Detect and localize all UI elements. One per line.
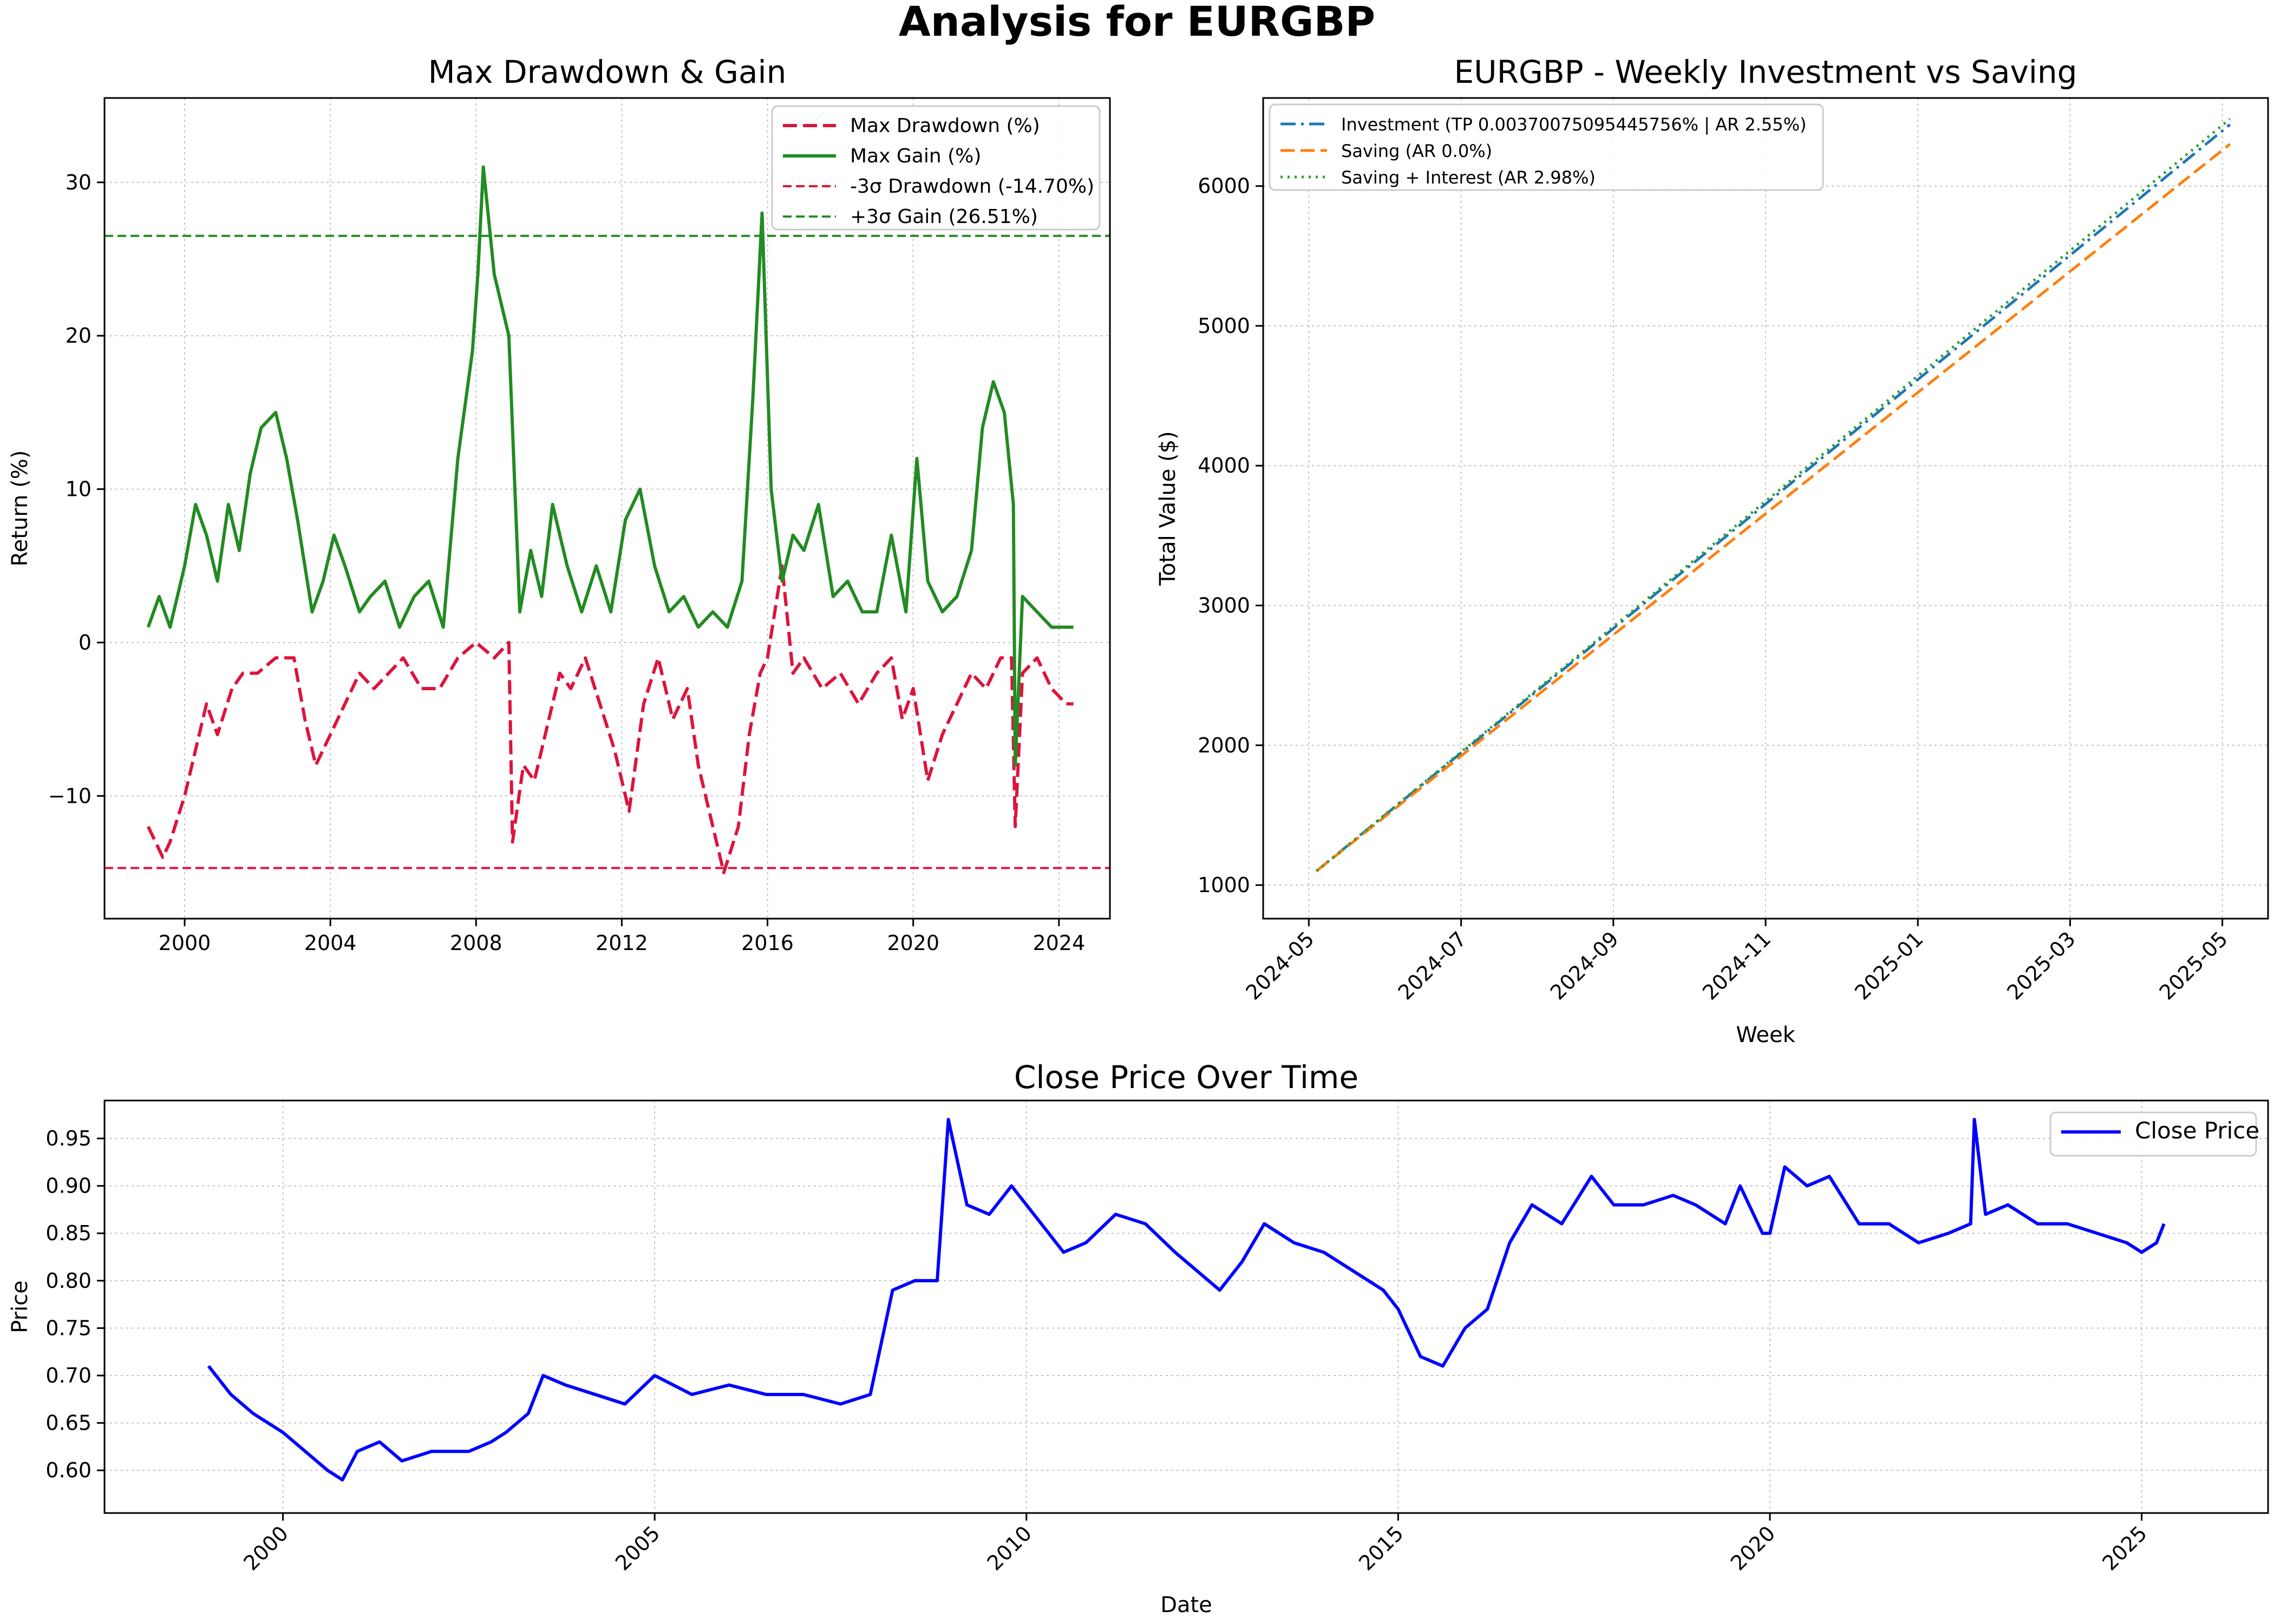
x-axis-label: Date	[1160, 1593, 1212, 1618]
series-line-saving-interest-ar-2-98	[1315, 117, 2231, 873]
y-tick-label: 10	[66, 477, 92, 501]
series-line-close-price	[207, 1118, 2166, 1482]
y-tick-label: −10	[48, 784, 92, 808]
x-tick-label: 2004	[304, 931, 357, 955]
y-tick-label: 4000	[1198, 454, 1250, 477]
y-tick-label: 30	[66, 171, 92, 194]
figure-title: Analysis for EURGBP	[899, 0, 1375, 45]
legend-box	[2049, 1111, 2257, 1157]
legend-label: Max Drawdown (%)	[850, 115, 1040, 137]
x-tick-label: 2000	[159, 931, 211, 955]
y-tick-label: 0.70	[45, 1364, 92, 1387]
y-tick-label: 0.85	[45, 1221, 92, 1245]
y-tick-label: 0.75	[45, 1316, 92, 1340]
x-axis-label: Week	[1736, 1023, 1795, 1047]
y-tick-label: 3000	[1198, 593, 1250, 617]
chart-title: Max Drawdown & Gain	[428, 54, 787, 90]
plot-area	[207, 1118, 2166, 1482]
legend-label: Max Gain (%)	[850, 145, 981, 167]
legend-box	[771, 105, 1101, 231]
legend-box	[1269, 103, 1824, 191]
x-tick-label: 2024	[1033, 931, 1085, 955]
legend-label: Investment (TP 0.00370075095445756% | AR…	[1341, 114, 1807, 135]
x-tick-label: 2020	[887, 931, 939, 955]
legend: Close Price	[2049, 1111, 2259, 1157]
plot-area	[104, 165, 1110, 874]
y-tick-label: 2000	[1198, 734, 1250, 757]
legend-label: Close Price	[2135, 1117, 2259, 1144]
y-axis-label: Total Value ($)	[1155, 431, 1180, 586]
series-line-investment-tp-0-00370075095445756-ar-2-55	[1315, 123, 2231, 873]
series-line-max-gain	[146, 165, 1074, 767]
plot-area	[1315, 117, 2231, 873]
y-axis-label: Price	[8, 1280, 32, 1333]
x-tick-label: 2016	[741, 931, 794, 955]
y-tick-label: 20	[66, 324, 92, 348]
y-tick-label: 0	[79, 631, 92, 654]
y-tick-label: 1000	[1198, 873, 1250, 897]
legend: Investment (TP 0.00370075095445756% | AR…	[1269, 103, 1824, 191]
y-tick-label: 5000	[1198, 314, 1250, 338]
legend-label: +3σ Gain (26.51%)	[850, 206, 1038, 228]
x-tick-label: 2012	[596, 931, 648, 955]
legend-label: -3σ Drawdown (-14.70%)	[850, 175, 1094, 198]
plot-frame	[103, 1099, 2269, 1514]
chart-title: Close Price Over Time	[1014, 1059, 1358, 1096]
legend-label: Saving (AR 0.0%)	[1341, 141, 1492, 161]
chart-title: EURGBP - Weekly Investment vs Saving	[1454, 54, 2077, 90]
x-tick-label: 2008	[450, 931, 502, 955]
drawdown-gain-chart: 2000 2004 2008 2012 2016 2020 2024 −10 0 10 20 30 Ma…	[8, 54, 1111, 955]
y-axis-label: Return (%)	[8, 450, 32, 567]
series-line-max-drawdown	[146, 564, 1074, 874]
legend: Max Drawdown (%) Max Gain (%) -3σ Drawdown…	[771, 105, 1101, 231]
y-tick-label: 0.65	[45, 1411, 92, 1435]
y-tick-label: 0.95	[45, 1127, 92, 1150]
y-tick-label: 0.90	[45, 1174, 92, 1198]
y-tick-label: 6000	[1198, 174, 1250, 198]
plot-frame	[103, 97, 1111, 920]
legend-label: Saving + Interest (AR 2.98%)	[1341, 167, 1596, 188]
y-tick-label: 0.60	[45, 1458, 92, 1482]
y-tick-label: 0.80	[45, 1269, 92, 1293]
series-line-saving-ar-0-0	[1315, 143, 2231, 873]
